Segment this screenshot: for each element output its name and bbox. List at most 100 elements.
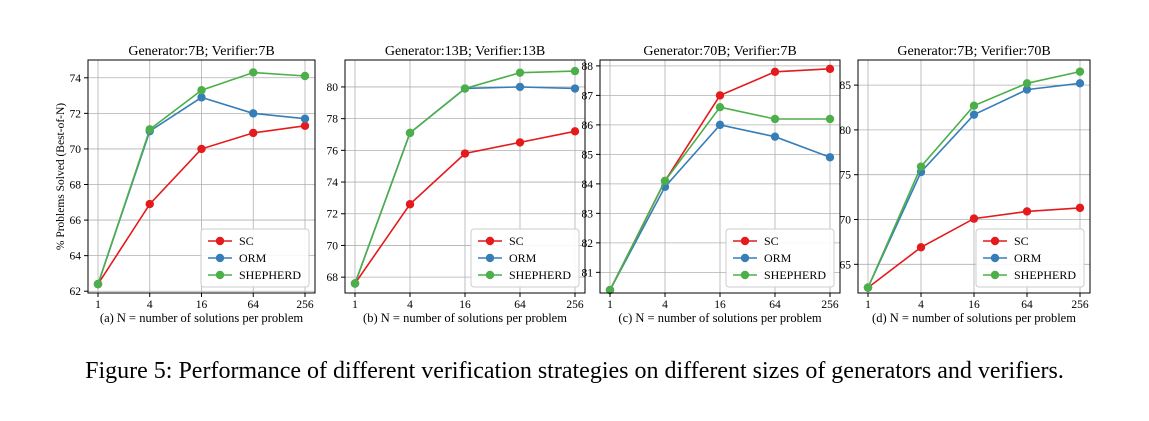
data-point-shepherd (863, 283, 873, 292)
y-tick-label: 84 (582, 179, 594, 191)
y-tick-label: 88 (582, 61, 594, 73)
legend: SC ORM SHEPHERD (725, 228, 835, 288)
legend-label-shepherd: SHEPHERD (1014, 268, 1076, 282)
chart-title: Generator:13B; Verifier:13B (385, 44, 545, 59)
chart-panel-2: 1 4 16 64 256 68 70 72 74 76 78 80 Generator:13B; Ve… (327, 44, 586, 325)
data-point-shepherd (249, 68, 258, 77)
figure: 1 4 16 64 256 62 64 66 68 70 72 74 Generator:7B; Ver… (55, 44, 1091, 325)
y-tick-label: 86 (582, 120, 594, 132)
x-tick-label: 1 (95, 299, 101, 311)
data-point-shepherd (460, 84, 470, 93)
x-tick-label: 256 (566, 299, 584, 311)
x-tick-label: 256 (1071, 299, 1089, 311)
data-point-shepherd (300, 71, 310, 81)
chart-panel-3: 1 4 16 64 256 81 82 83 84 85 86 87 88 Generator:70B; … (582, 44, 841, 325)
chart-title: Generator:7B; Verifier:7B (128, 44, 274, 59)
legend-marker-orm (215, 253, 225, 263)
x-tick-label: 1 (607, 299, 613, 311)
x-axis-label: (c) N = number of solutions per problem (618, 311, 821, 325)
legend-marker-sc (990, 236, 1000, 246)
y-tick-label: 70 (70, 144, 82, 156)
y-tick-label: 66 (70, 215, 82, 227)
y-tick-label: 85 (840, 80, 852, 92)
legend-marker-shepherd (740, 270, 750, 280)
data-point-sc (570, 127, 580, 136)
data-point-sc (825, 64, 835, 74)
data-point-shepherd (770, 114, 780, 124)
data-point-sc (300, 121, 310, 131)
legend-label-sc: SC (764, 234, 779, 248)
data-point-orm (249, 109, 258, 118)
data-point-shepherd (145, 125, 154, 134)
chart-title: Generator:70B; Verifier:7B (643, 44, 796, 59)
legend-label-sc: SC (239, 234, 254, 248)
y-tick-label: 82 (582, 238, 594, 250)
x-tick-label: 64 (248, 299, 260, 311)
x-tick-label: 64 (769, 299, 781, 311)
x-tick-label: 16 (968, 299, 980, 311)
legend-box (200, 228, 310, 288)
data-point-sc (916, 243, 926, 252)
y-tick-label: 65 (840, 259, 852, 271)
data-point-shepherd (350, 279, 360, 288)
data-point-sc (145, 199, 154, 209)
data-point-sc (515, 138, 525, 147)
y-tick-label: 70 (327, 240, 339, 252)
legend-label-orm: ORM (764, 251, 792, 265)
x-tick-label: 64 (1021, 299, 1033, 311)
data-point-sc (715, 91, 725, 100)
y-tick-label: 68 (327, 272, 339, 284)
legend-label-orm: ORM (509, 251, 537, 265)
data-point-sc (197, 144, 206, 154)
x-tick-label: 64 (514, 299, 526, 311)
data-point-orm (300, 114, 310, 123)
data-point-orm (1022, 85, 1032, 94)
data-point-orm (770, 132, 780, 141)
y-tick-label: 62 (70, 286, 82, 298)
x-axis-label: (b) N = number of solutions per problem (363, 311, 567, 325)
legend-box (470, 228, 580, 288)
y-tick-label: 68 (70, 180, 82, 192)
legend-marker-sc (215, 236, 225, 246)
data-point-shepherd (825, 114, 835, 124)
x-axis-label: (a) N = number of solutions per problem (100, 311, 303, 325)
data-point-shepherd (605, 285, 615, 295)
data-point-shepherd (916, 162, 926, 171)
y-tick-label: 72 (70, 108, 82, 120)
y-tick-label: 80 (327, 82, 339, 94)
data-point-sc (770, 67, 780, 76)
data-point-sc (1075, 203, 1085, 213)
x-axis-label: (d) N = number of solutions per problem (872, 311, 1076, 325)
legend-label-orm: ORM (1014, 251, 1042, 265)
y-tick-label: 81 (582, 267, 594, 279)
legend-label-shepherd: SHEPHERD (764, 268, 826, 282)
data-point-shepherd (515, 68, 525, 77)
data-point-shepherd (1075, 67, 1085, 76)
x-tick-label: 4 (662, 299, 668, 311)
data-point-orm (197, 93, 206, 102)
data-point-shepherd (715, 102, 725, 112)
data-point-sc (969, 214, 979, 223)
legend-marker-shepherd (485, 270, 495, 280)
data-point-shepherd (197, 86, 206, 95)
y-tick-label: 83 (582, 208, 594, 220)
data-point-orm (570, 84, 580, 93)
chart-panel-4: 1 4 16 64 256 65 70 75 80 85 Generator:7B; Verifie… (840, 44, 1091, 325)
legend: SC ORM SHEPHERD (470, 228, 580, 288)
data-point-sc (1022, 207, 1032, 216)
x-tick-label: 4 (147, 299, 153, 311)
y-tick-label: 72 (327, 209, 339, 221)
legend: SC ORM SHEPHERD (200, 228, 310, 288)
y-tick-label: 70 (840, 215, 852, 227)
x-tick-label: 16 (459, 299, 471, 311)
y-tick-label: 74 (327, 177, 339, 189)
data-point-sc (405, 200, 415, 209)
legend-marker-orm (990, 253, 1000, 263)
y-axis-label: % Problems Solved (Best-of-N) (55, 103, 67, 250)
legend-label-sc: SC (509, 234, 524, 248)
data-point-shepherd (405, 128, 415, 138)
data-point-shepherd (570, 66, 580, 76)
legend-marker-shepherd (215, 270, 225, 280)
legend-marker-shepherd (990, 270, 1000, 280)
y-tick-label: 76 (327, 145, 339, 157)
